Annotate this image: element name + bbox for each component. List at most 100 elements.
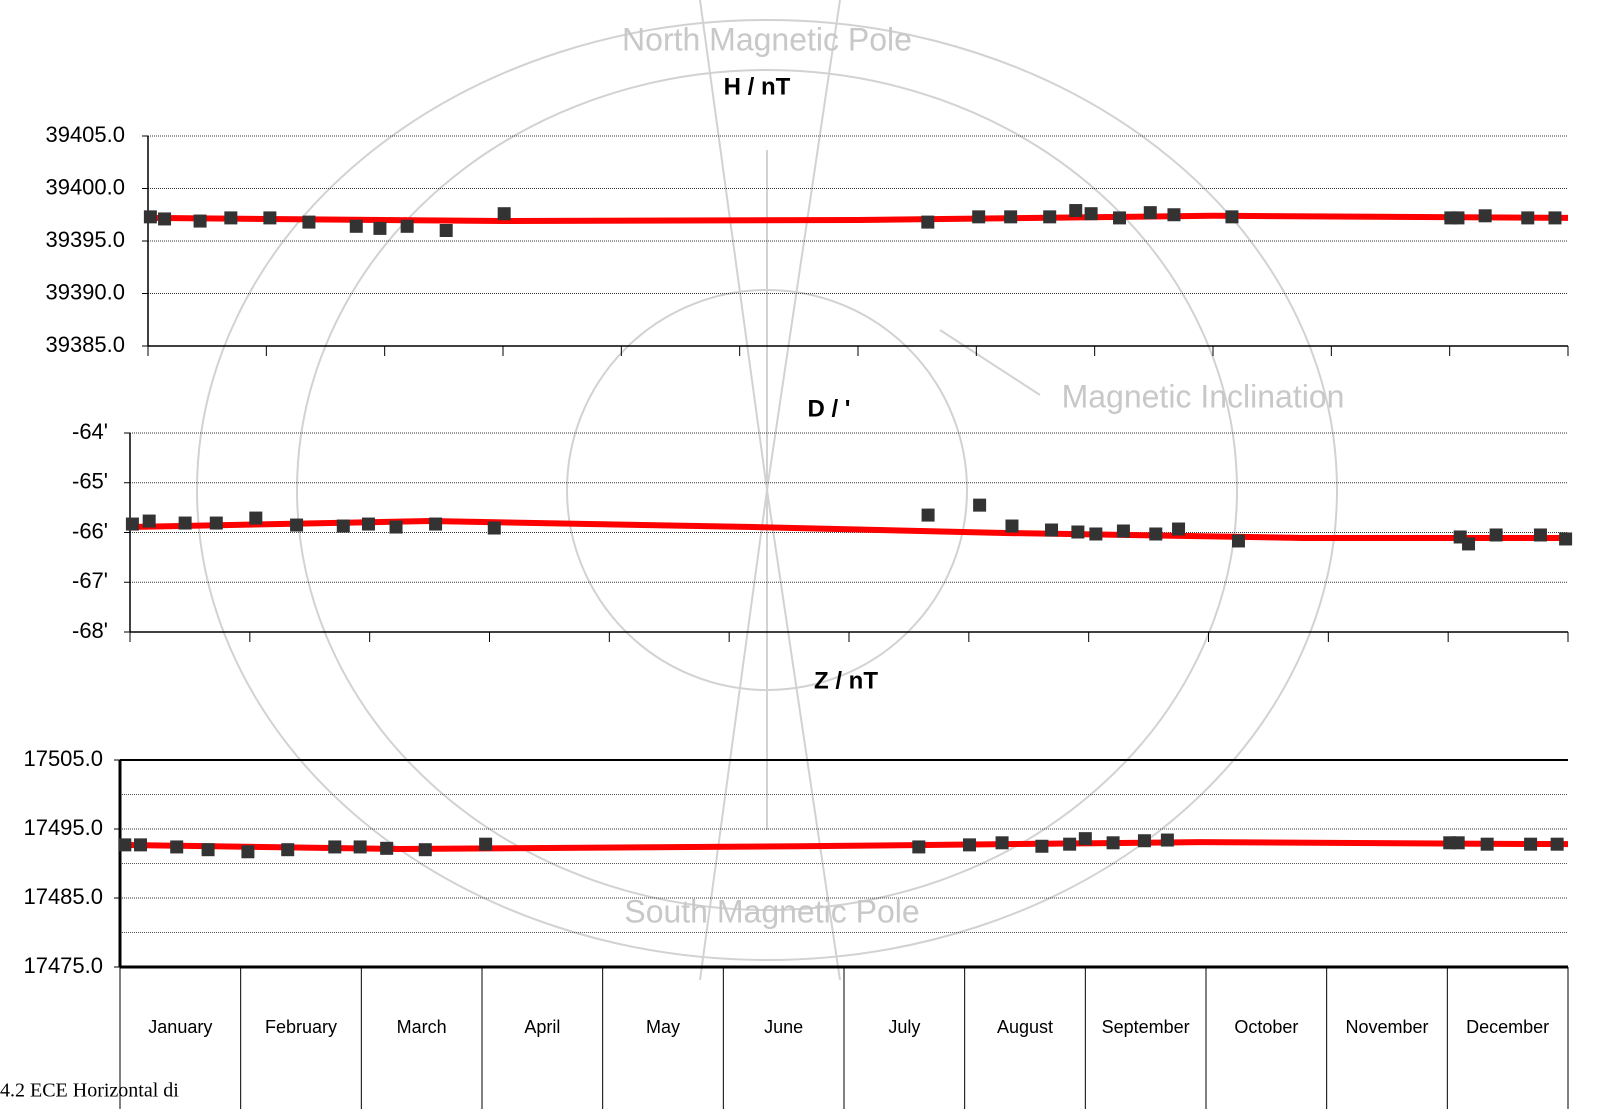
data-point <box>193 214 207 228</box>
data-point <box>1116 524 1130 538</box>
data-point <box>1231 534 1245 548</box>
x-category-label: June <box>764 1017 803 1037</box>
trend-line <box>147 212 1569 225</box>
data-point <box>1489 528 1503 542</box>
data-point <box>290 518 304 532</box>
data-point <box>1149 527 1163 541</box>
x-category-label: December <box>1466 1017 1549 1037</box>
y-tick-label: 39395.0 <box>45 227 125 252</box>
data-point <box>224 211 238 225</box>
x-category-label: March <box>397 1017 447 1037</box>
data-point <box>479 837 493 851</box>
data-point <box>142 514 156 528</box>
data-point <box>1071 525 1085 539</box>
data-point <box>1045 523 1059 537</box>
data-point <box>1451 836 1465 850</box>
x-category-label: September <box>1102 1017 1190 1037</box>
data-point <box>1063 837 1077 851</box>
x-category-label: January <box>148 1017 212 1037</box>
y-tick-label: 17495.0 <box>23 815 103 840</box>
data-point <box>1069 204 1083 218</box>
y-tick-label: -68' <box>72 618 108 643</box>
chart-panel: Z / nT 17475.0 17485.0 17495.0 17505.0 Januar… <box>23 667 1569 1109</box>
data-point <box>1462 537 1476 551</box>
data-point <box>263 211 277 225</box>
y-tick-label: 39405.0 <box>45 122 125 147</box>
y-tick-label: 17505.0 <box>23 746 103 771</box>
data-point <box>209 516 223 530</box>
x-category-label: October <box>1234 1017 1298 1037</box>
data-point <box>439 224 453 237</box>
data-point <box>1084 207 1098 221</box>
field-label: South Magnetic Pole <box>624 893 919 929</box>
data-point <box>962 838 976 852</box>
x-category-label: February <box>265 1017 337 1037</box>
data-point <box>389 520 403 534</box>
data-point <box>1035 839 1049 853</box>
data-point <box>178 516 192 530</box>
data-point <box>380 841 394 855</box>
x-category-label: August <box>997 1017 1053 1037</box>
data-point <box>170 840 184 854</box>
data-point <box>487 521 501 535</box>
x-category-label: July <box>888 1017 920 1037</box>
y-tick-label: 39400.0 <box>45 174 125 199</box>
data-point <box>1548 211 1562 225</box>
x-category-label: May <box>646 1017 680 1037</box>
trend-line <box>129 518 1568 541</box>
chart-title: H / nT <box>724 73 791 100</box>
field-label: North Magnetic Pole <box>622 21 912 57</box>
y-tick-label: -67' <box>72 568 108 593</box>
data-point <box>1480 837 1494 851</box>
data-point <box>921 215 935 229</box>
y-tick-label: -66' <box>72 518 108 543</box>
trend-line <box>119 839 1569 853</box>
y-tick-label: 39390.0 <box>45 279 125 304</box>
x-category-label: April <box>524 1017 560 1037</box>
data-point <box>973 498 987 512</box>
data-point <box>249 511 263 525</box>
data-point <box>1172 522 1186 536</box>
data-point <box>201 843 215 857</box>
y-tick-label: 39385.0 <box>45 332 125 357</box>
data-point <box>1160 833 1174 847</box>
chart-panel: D / ' -68' -67' -66' -65' -64' <box>72 395 1573 643</box>
data-point <box>158 212 172 226</box>
data-point <box>1078 832 1092 846</box>
y-tick-label: -65' <box>72 469 108 494</box>
y-tick-label: -64' <box>72 419 108 444</box>
data-point <box>328 840 342 854</box>
data-point <box>1533 528 1547 542</box>
data-point <box>143 210 157 224</box>
data-point <box>361 517 375 531</box>
data-point <box>995 836 1009 850</box>
field-label: Magnetic Inclination <box>1062 378 1345 414</box>
data-point <box>1478 209 1492 223</box>
data-point <box>429 517 443 531</box>
data-point <box>1004 210 1018 224</box>
x-category-label: November <box>1345 1017 1428 1037</box>
data-point <box>1225 210 1239 224</box>
data-point <box>972 210 986 224</box>
data-point <box>1137 834 1151 848</box>
y-tick-label: 17485.0 <box>23 884 103 909</box>
data-point <box>497 207 511 221</box>
data-point <box>373 221 387 235</box>
data-point <box>1089 527 1103 541</box>
data-point <box>1521 211 1535 225</box>
chart-title: Z / nT <box>814 667 878 694</box>
data-point <box>349 219 363 233</box>
data-point <box>1550 837 1564 851</box>
data-point <box>1113 211 1127 225</box>
data-point <box>353 840 367 854</box>
data-point <box>1143 206 1157 220</box>
data-point <box>400 219 414 233</box>
data-point <box>1451 211 1465 225</box>
data-point <box>1005 519 1019 533</box>
chart-panel: H / nT 39385.0 39390.0 39395.0 39400.0 39405.… <box>45 73 1569 357</box>
y-tick-label: 17475.0 <box>23 953 103 978</box>
data-point <box>1106 836 1120 850</box>
data-point <box>125 517 139 531</box>
